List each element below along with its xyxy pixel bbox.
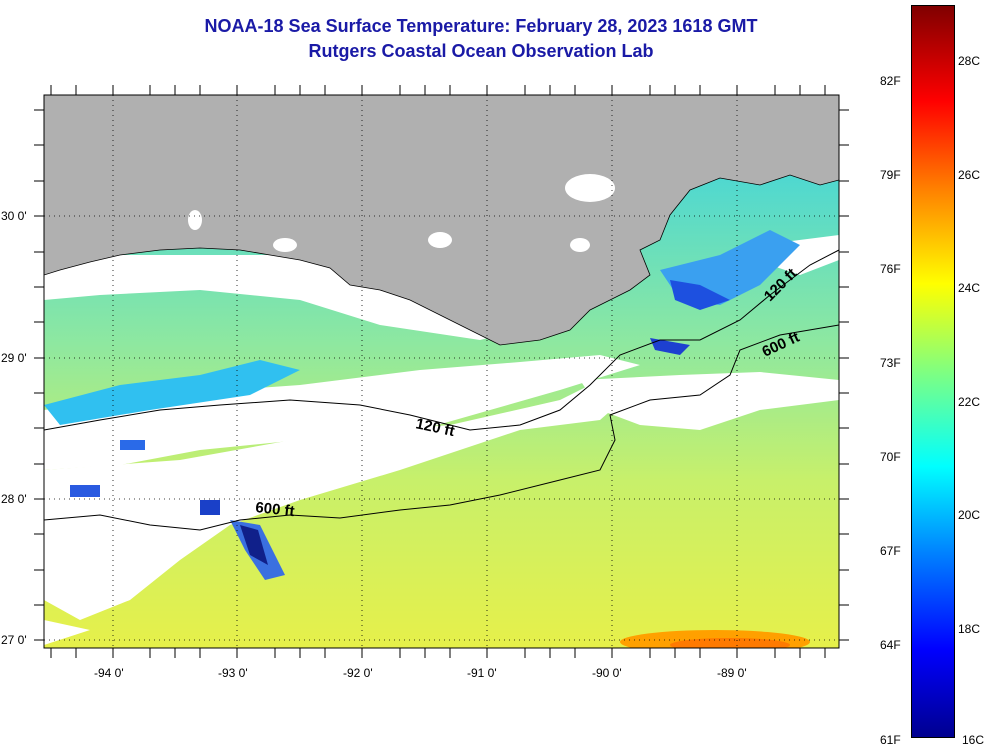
- colorbar-c-label: 28C: [958, 54, 981, 68]
- lon-label-91: -91 0': [467, 666, 497, 680]
- colorbar-f-label: 61F: [880, 733, 901, 747]
- graticule: [44, 95, 839, 648]
- map-title: NOAA-18 Sea Surface Temperature: Februar…: [204, 16, 758, 36]
- colorbar-f-label: 70F: [880, 450, 901, 464]
- colorbar-c-label: 18C: [958, 621, 981, 636]
- contour-600ft: [44, 324, 839, 531]
- lon-label-94: -94 0': [94, 666, 124, 680]
- cloud-cover: [44, 235, 839, 645]
- colorbar-c-label: 24C: [958, 281, 981, 295]
- warm-water-patch-core: [670, 638, 790, 648]
- colorbar-f-label: 82F: [880, 74, 901, 88]
- plot-frame: [43, 94, 840, 649]
- colorbar-f-label: 79F: [880, 168, 901, 182]
- colorbar-f-label: 64F: [880, 638, 901, 652]
- lon-label-93: -93 0': [218, 666, 248, 680]
- lon-label-90: -90 0': [592, 666, 622, 680]
- lat-label-27: 27 0': [1, 633, 27, 647]
- colorbar-c-label: 16C: [962, 733, 985, 747]
- cold-water-patches: [44, 230, 800, 580]
- colorbar-c-label: 26C: [958, 167, 981, 182]
- contour-120ft: [44, 249, 839, 431]
- temperature-colorbar: [911, 5, 955, 738]
- inland-clouds: [188, 174, 615, 252]
- contour-label-600-west: 600 ft: [255, 499, 296, 520]
- colorbar-c-label: 20C: [958, 508, 981, 522]
- colorbar-f-label: 76F: [880, 262, 901, 276]
- colorbar-c-label: 22C: [958, 394, 981, 409]
- lon-label-89: -89 0': [717, 666, 747, 680]
- lat-label-28: 28 0': [1, 492, 27, 506]
- lat-label-30: 30 0': [1, 209, 27, 223]
- colorbar-f-label: 67F: [880, 544, 901, 558]
- coastline-land: [44, 95, 839, 346]
- colorbar-f-label: 73F: [880, 356, 901, 370]
- lon-label-92: -92 0': [343, 666, 373, 680]
- axis-ticks: [34, 85, 849, 658]
- map-subtitle: Rutgers Coastal Ocean Observation Lab: [308, 41, 654, 61]
- lat-label-29: 29 0': [1, 351, 27, 365]
